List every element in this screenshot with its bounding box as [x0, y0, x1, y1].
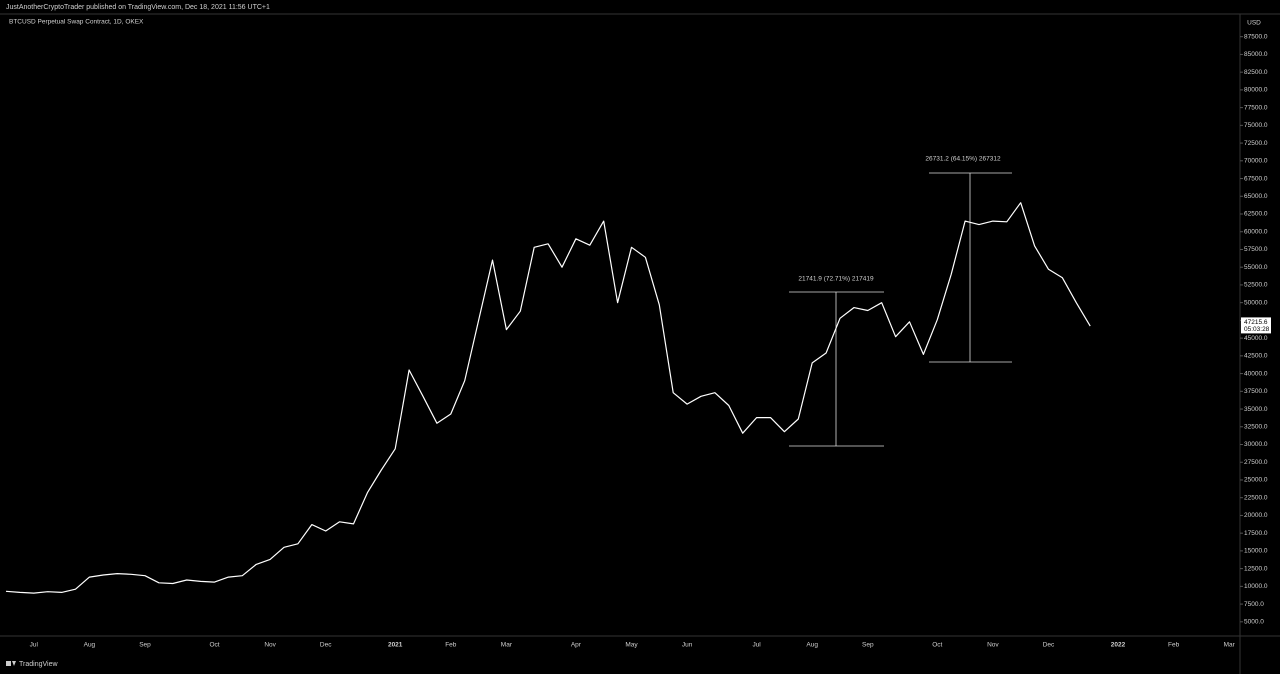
- y-tick-label: 35000.0: [1244, 406, 1268, 413]
- x-tick-label: Sep: [139, 642, 151, 649]
- y-tick-label: 52500.0: [1244, 282, 1268, 289]
- y-tick-label: 87500.0: [1244, 33, 1268, 40]
- footer: TradingView: [19, 661, 58, 668]
- y-tick-label: 12500.0: [1244, 565, 1268, 572]
- y-tick-label: 72500.0: [1244, 140, 1268, 147]
- y-tick-label: 42500.0: [1244, 353, 1268, 360]
- y-tick-label: 5000.0: [1244, 619, 1264, 626]
- x-tick-label: Jul: [752, 642, 761, 649]
- y-tick-label: 75000.0: [1244, 122, 1268, 129]
- y-tick-label: 85000.0: [1244, 51, 1268, 58]
- x-tick-label: Mar: [1224, 642, 1236, 649]
- y-tick-label: 45000.0: [1244, 335, 1268, 342]
- y-tick-label: 27500.0: [1244, 459, 1268, 466]
- x-tick-label: 2022: [1111, 642, 1126, 649]
- y-tick-label: 50000.0: [1244, 299, 1268, 306]
- x-tick-label: Feb: [1168, 642, 1180, 649]
- last-price-label: 47215.6: [1244, 319, 1268, 326]
- measure-label: 26731.2 (64.15%) 267312: [925, 156, 1001, 163]
- y-tick-label: 37500.0: [1244, 388, 1268, 395]
- measure-tool: [929, 172, 1012, 363]
- x-tick-label: Aug: [84, 642, 96, 649]
- y-tick-label: 7500.0: [1244, 601, 1264, 608]
- y-tick-label: 62500.0: [1244, 211, 1268, 218]
- measure-label: 21741.9 (72.71%) 217419: [798, 276, 874, 283]
- x-tick-label: Oct: [209, 642, 219, 649]
- x-tick-label: Nov: [264, 642, 276, 649]
- y-tick-label: 60000.0: [1244, 228, 1268, 235]
- countdown: 05:03:28: [1244, 326, 1270, 333]
- x-tick-label: Sep: [862, 642, 874, 649]
- x-tick-label: Dec: [320, 642, 332, 649]
- y-tick-label: 57500.0: [1244, 246, 1268, 253]
- x-tick-label: Apr: [571, 642, 582, 649]
- x-tick-label: Jul: [30, 642, 39, 649]
- x-tick-label: Oct: [932, 642, 942, 649]
- x-tick-label: May: [625, 642, 638, 649]
- header: JustAnotherCryptoTrader published on Tra…: [6, 4, 270, 11]
- y-tick-label: 70000.0: [1244, 158, 1268, 165]
- y-tick-label: 17500.0: [1244, 530, 1268, 537]
- y-tick-label: 15000.0: [1244, 548, 1268, 555]
- y-tick-label: 77500.0: [1244, 104, 1268, 111]
- y-tick-label: 82500.0: [1244, 69, 1268, 76]
- currency: USD: [1247, 20, 1261, 27]
- chart-title: BTCUSD Perpetual Swap Contract, 1D, OKEX: [9, 19, 144, 26]
- y-tick-label: 67500.0: [1244, 175, 1268, 182]
- last-price-box: [1241, 317, 1271, 334]
- price-line: [5, 202, 1091, 594]
- y-tick-label: 20000.0: [1244, 512, 1268, 519]
- x-tick-label: Jun: [682, 642, 693, 649]
- y-tick-label: 80000.0: [1244, 87, 1268, 94]
- x-tick-label: Aug: [806, 642, 818, 649]
- x-tick-label: Dec: [1043, 642, 1055, 649]
- x-tick-label: 2021: [388, 642, 403, 649]
- y-tick-label: 65000.0: [1244, 193, 1268, 200]
- logo-shape: [12, 661, 16, 666]
- y-tick-label: 30000.0: [1244, 441, 1268, 448]
- x-tick-label: Mar: [501, 642, 513, 649]
- y-tick-label: 25000.0: [1244, 477, 1268, 484]
- y-tick-label: 32500.0: [1244, 423, 1268, 430]
- x-tick-label: Feb: [445, 642, 457, 649]
- y-tick-label: 10000.0: [1244, 583, 1268, 590]
- y-tick-label: 22500.0: [1244, 494, 1268, 501]
- footer-logo: [6, 661, 16, 666]
- y-tick-label: 55000.0: [1244, 264, 1268, 271]
- y-tick-label: 40000.0: [1244, 370, 1268, 377]
- logo-block: [6, 661, 11, 666]
- x-tick-label: Nov: [987, 642, 999, 649]
- measure-tool: [789, 291, 884, 447]
